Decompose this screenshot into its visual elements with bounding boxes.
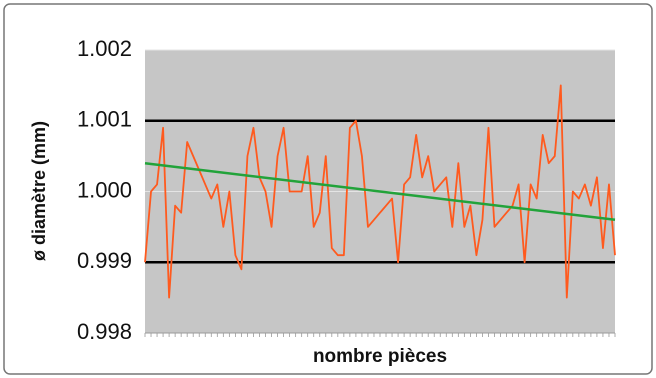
y-tick-label: 1.001 bbox=[77, 107, 132, 132]
y-tick-label: 1.000 bbox=[77, 177, 132, 202]
trend-line bbox=[144, 161, 616, 222]
y-tick-label: 1.002 bbox=[77, 36, 132, 61]
y-tick-label: 0.999 bbox=[77, 248, 132, 273]
y-axis-title: ø diamètre (mm) bbox=[29, 121, 49, 261]
x-axis-title: nombre pièces bbox=[313, 346, 447, 367]
data-line bbox=[144, 84, 616, 299]
y-tick-label: 0.998 bbox=[77, 319, 132, 344]
